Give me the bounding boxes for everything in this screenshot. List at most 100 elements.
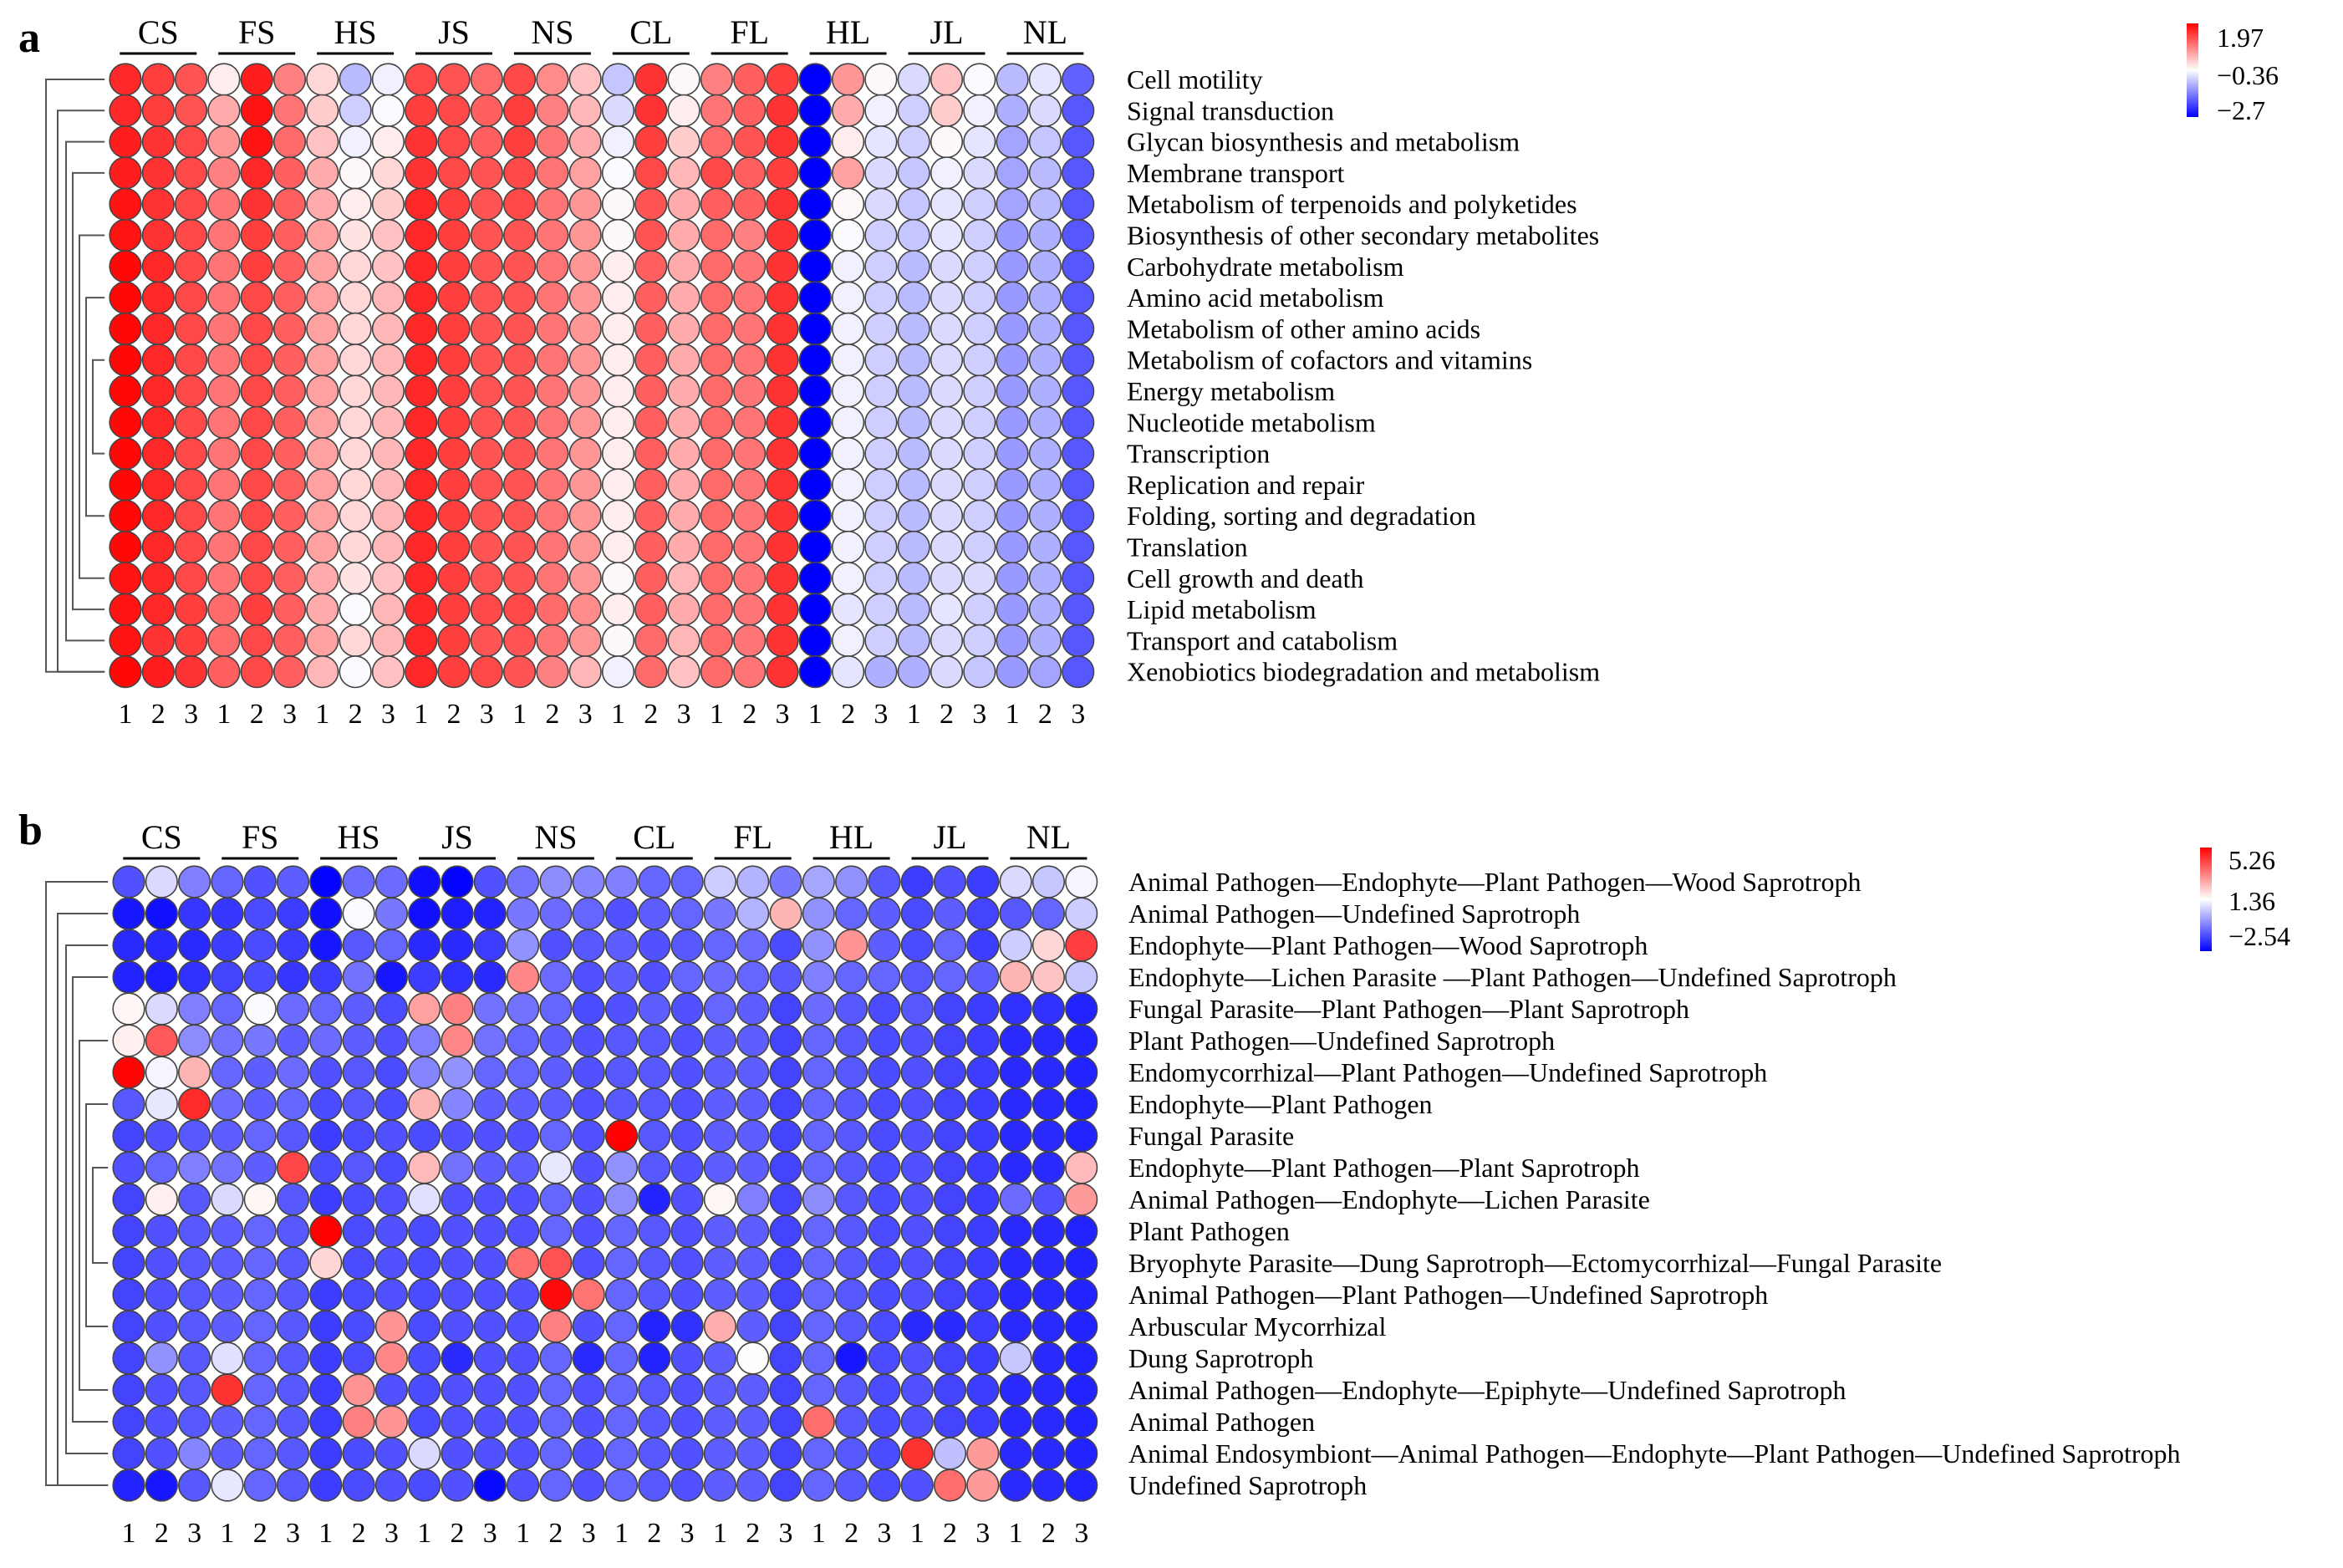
heatmap-cell [502, 593, 537, 626]
heatmap-cell [766, 218, 799, 252]
heatmap-cell [437, 281, 471, 314]
heatmap-cell [667, 312, 700, 346]
heatmap-cell [963, 156, 996, 190]
heatmap-cell [240, 312, 273, 346]
heatmap-cell [1028, 405, 1062, 439]
heatmap-cell [798, 344, 832, 377]
heatmap-cell [506, 1469, 540, 1502]
replicate-label: 3 [283, 699, 297, 730]
heatmap-cell [601, 187, 635, 221]
heatmap-cell [670, 929, 704, 962]
heatmap-cell [309, 1119, 343, 1153]
heatmap-cell [309, 1087, 343, 1121]
heatmap-cell [109, 187, 142, 221]
heatmap-cell [141, 94, 175, 127]
heatmap-cell [309, 929, 343, 962]
heatmap-cell [306, 218, 339, 252]
heatmap-cell [999, 865, 1032, 899]
heatmap-cell [798, 624, 832, 658]
heatmap-cell [736, 1214, 770, 1248]
heatmap-cell [506, 1310, 540, 1343]
heatmap-cell [966, 1246, 1000, 1280]
heatmap-cell [470, 624, 503, 658]
heatmap-cell [996, 125, 1029, 159]
heatmap-cell [506, 1183, 540, 1216]
heatmap-cell [638, 929, 671, 962]
row-label: Endophyte—Plant Pathogen [1128, 1089, 1433, 1119]
heatmap-cell [207, 250, 241, 283]
heatmap-cell [766, 530, 799, 564]
heatmap-cell [309, 1405, 343, 1438]
heatmap-cell [670, 1119, 704, 1153]
heatmap-cell [766, 187, 799, 221]
heatmap-cell [405, 218, 438, 252]
heatmap-cell [175, 250, 208, 283]
heatmap-cell [276, 1278, 310, 1311]
heatmap-cell [736, 1119, 770, 1153]
heatmap-cell [798, 156, 832, 190]
heatmap-cell [339, 562, 372, 595]
heatmap-cell [963, 530, 996, 564]
heatmap-cell [703, 1246, 737, 1280]
heatmap-cell [736, 1373, 770, 1407]
heatmap-cell [868, 1056, 901, 1089]
heatmap-cell [273, 344, 307, 377]
heatmap-cell [638, 897, 671, 930]
heatmap-cell [306, 530, 339, 564]
panel-b-legend-min: −2.54 [2228, 921, 2290, 951]
heatmap-cell [240, 250, 273, 283]
replicate-label: 1 [516, 1518, 530, 1549]
heatmap-cell [568, 94, 602, 127]
heatmap-cell [240, 344, 273, 377]
heatmap-cell [306, 374, 339, 408]
heatmap-cell [539, 1214, 573, 1248]
heatmap-cell [109, 436, 142, 471]
heatmap-cell [1031, 1087, 1065, 1121]
heatmap-cell [441, 1024, 474, 1057]
heatmap-cell [506, 1056, 540, 1089]
heatmap-cell [930, 405, 964, 439]
heatmap-cell [700, 499, 734, 532]
replicate-label: 2 [545, 699, 559, 730]
heatmap-cell [966, 1278, 1000, 1311]
heatmap-cell [342, 1278, 375, 1311]
heatmap-cell [473, 1246, 507, 1280]
heatmap-cell [604, 1024, 639, 1057]
heatmap-cell [441, 1278, 474, 1311]
row-label: Lipid metabolism [1127, 594, 1317, 624]
heatmap-cell [1062, 593, 1095, 626]
heatmap-cell [207, 624, 241, 658]
heatmap-cell [572, 1214, 605, 1248]
heatmap-cell [933, 1469, 967, 1502]
heatmap-cell [638, 992, 671, 1026]
heatmap-cell [1028, 655, 1062, 689]
heatmap-cell [145, 1119, 178, 1153]
heatmap-cell [634, 187, 668, 221]
heatmap-cell [703, 1183, 737, 1216]
heatmap-cell [441, 1119, 474, 1153]
heatmap-cell [339, 250, 372, 283]
heatmap-cell [769, 1405, 802, 1438]
heatmap-cell [864, 499, 898, 532]
panel-b-cells [112, 865, 1098, 1502]
panel-a-color-scale: 1.97 −0.36 −2.7 [2187, 23, 2279, 125]
heatmap-cell [109, 468, 142, 501]
heatmap-cell [473, 1437, 507, 1470]
heatmap-cell [831, 218, 865, 252]
heatmap-cell [966, 1183, 1000, 1216]
heatmap-cell [339, 624, 372, 658]
heatmap-cell [470, 281, 503, 314]
heatmap-cell [604, 1246, 639, 1280]
dendrogram-branch [45, 79, 105, 673]
heatmap-cell [211, 1214, 244, 1248]
heatmap-cell [999, 1469, 1032, 1502]
heatmap-cell [634, 156, 668, 190]
replicate-label: 2 [548, 1518, 563, 1549]
heatmap-cell [276, 1373, 310, 1407]
heatmap-cell [178, 1469, 211, 1502]
heatmap-cell [309, 1246, 343, 1280]
heatmap-cell [999, 992, 1032, 1026]
heatmap-cell [634, 468, 668, 501]
heatmap-cell [211, 992, 244, 1026]
heatmap-cell [864, 655, 898, 689]
